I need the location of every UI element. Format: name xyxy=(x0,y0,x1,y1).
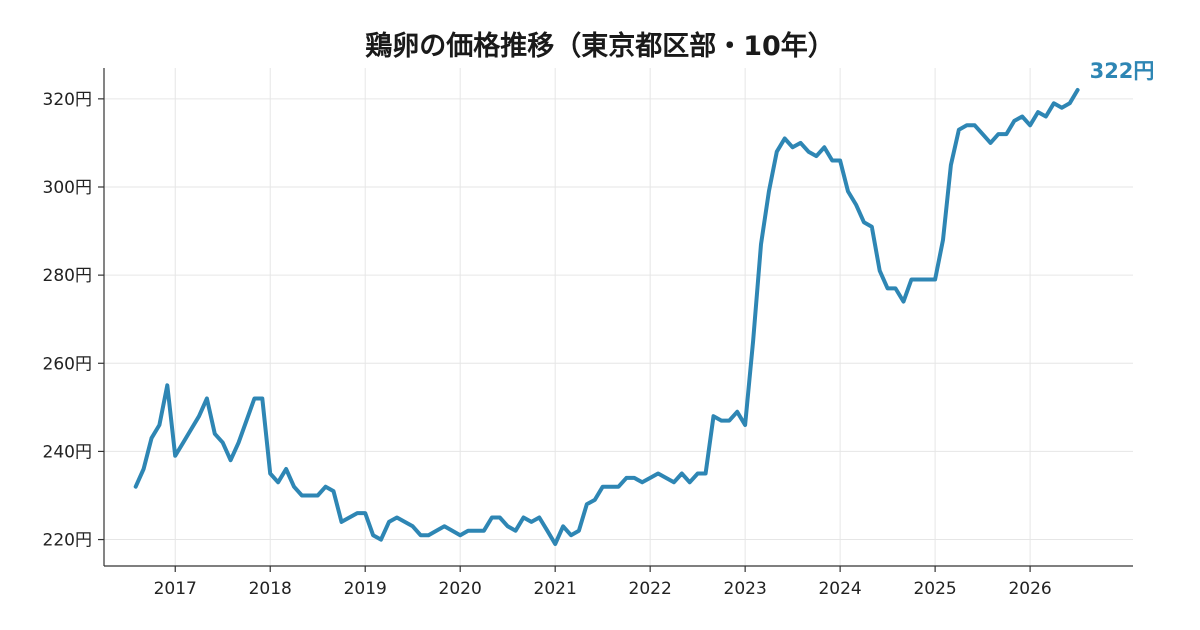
y-tick-label: 260円 xyxy=(43,354,92,374)
axes xyxy=(98,68,1133,572)
tick-labels: 2017 2018 2019 2020 2021 2022 2023 2024 2025 2026… xyxy=(43,90,1052,599)
chart-title: 鶏卵の価格推移（東京都区部・10年） xyxy=(365,30,835,62)
x-tick-label: 2019 xyxy=(344,579,387,599)
x-tick-label: 2025 xyxy=(913,579,956,599)
x-tick-label: 2020 xyxy=(439,579,482,599)
x-tick-label: 2018 xyxy=(249,579,292,599)
y-tick-label: 220円 xyxy=(43,531,92,551)
last-value-label: 322円 xyxy=(1090,59,1155,83)
x-tick-label: 2021 xyxy=(534,579,577,599)
y-tick-label: 240円 xyxy=(43,442,92,462)
y-tick-label: 320円 xyxy=(43,90,92,110)
grid-lines xyxy=(104,68,1133,566)
x-tick-label: 2023 xyxy=(724,579,767,599)
y-tick-label: 300円 xyxy=(43,178,92,198)
x-tick-label: 2022 xyxy=(629,579,672,599)
x-tick-label: 2024 xyxy=(818,579,861,599)
x-tick-label: 2026 xyxy=(1008,579,1051,599)
series: 322円 xyxy=(133,59,1155,546)
x-tick-label: 2017 xyxy=(154,579,197,599)
price-series-line xyxy=(133,88,1080,546)
y-tick-label: 280円 xyxy=(43,266,92,286)
